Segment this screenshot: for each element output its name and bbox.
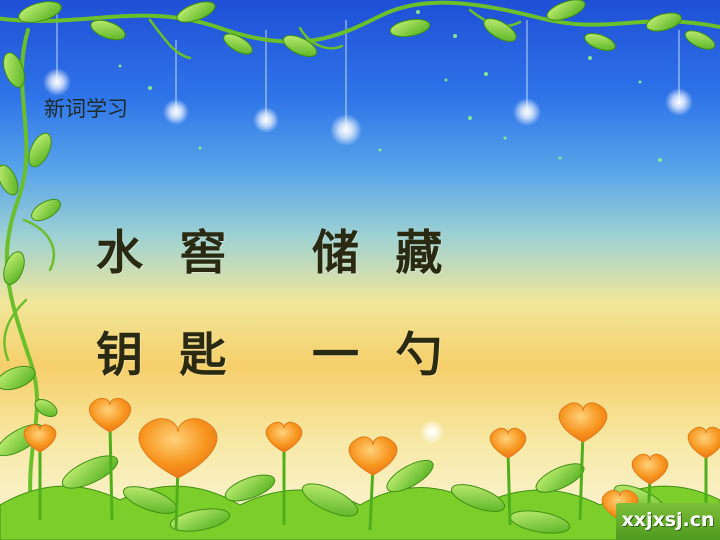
section-title: 新词学习 [44, 97, 128, 121]
vocab-word-shuijiao: 水 窖 [96, 226, 237, 281]
vocab-word-yishao: 一 勺 [312, 328, 453, 383]
vocab-word-chucang: 储 藏 [312, 226, 453, 281]
top-leaves [18, 0, 716, 58]
flower-stems [38, 424, 708, 531]
heart-flowers [23, 397, 720, 521]
sparkles [118, 10, 662, 162]
site-watermark: xxjxsj.cn [616, 503, 720, 540]
hanging-threads [56, 10, 680, 128]
dandelion-lights [43, 68, 693, 528]
vocab-word-yaoshi: 钥 匙 [96, 328, 237, 383]
left-leaves [0, 52, 61, 418]
